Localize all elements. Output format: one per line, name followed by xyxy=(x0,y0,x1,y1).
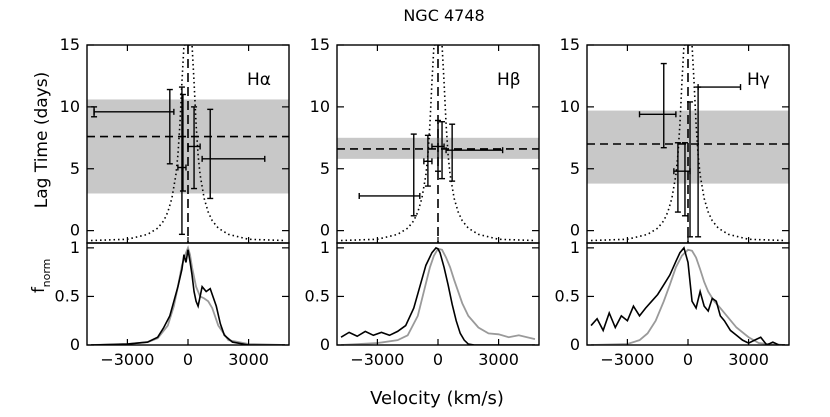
x-tick-label: 0 xyxy=(433,350,443,369)
rms-flux-profile-grey xyxy=(91,245,285,345)
x-tick-label: 3000 xyxy=(228,350,269,369)
line-label: Hβ xyxy=(497,70,521,90)
x-tick-label: 0 xyxy=(683,350,693,369)
flux-y-tick-label: 1 xyxy=(70,238,80,257)
line-label: Hγ xyxy=(747,70,770,90)
x-tick-label: 3000 xyxy=(728,350,769,369)
flux-plot-frame xyxy=(336,242,540,346)
lag-data-point xyxy=(201,108,266,200)
panel-a: 0 5 10 15 Hα 0 0.5 1 −3000 0 3000 xyxy=(55,35,290,369)
lag-plot-area xyxy=(87,45,289,243)
flux-y-tick-label: 0 xyxy=(320,335,330,354)
lag-data-point xyxy=(410,133,417,217)
lag-data-point xyxy=(439,121,446,180)
flux-y-tick-label: 1 xyxy=(320,238,330,257)
y-tick-label: 10 xyxy=(560,97,580,116)
y-tick-label: 10 xyxy=(60,97,80,116)
y-tick-label: 10 xyxy=(310,97,330,116)
flux-plot-area xyxy=(91,245,285,345)
y-tick-label: 0 xyxy=(570,221,580,240)
lag-data-point xyxy=(449,123,456,182)
flux-y-tick-label: 0 xyxy=(70,335,80,354)
flux-y-tick-label: 1 xyxy=(570,238,580,257)
rms-profile-dotted xyxy=(591,45,785,242)
rms-profile-dotted xyxy=(341,45,535,242)
lag-data-point xyxy=(687,101,694,238)
y-axis-label-flux: f norm xyxy=(29,259,53,293)
x-tick-label: −3000 xyxy=(350,350,404,369)
lag-data-point xyxy=(166,88,173,165)
flux-y-tick-label: 0 xyxy=(570,335,580,354)
y-axis-label-flux-main: f xyxy=(29,286,49,293)
y-tick-label: 5 xyxy=(570,159,580,178)
rms-profile-dotted xyxy=(91,45,285,242)
mean-flux-profile-black xyxy=(91,249,285,345)
x-tick-label: −3000 xyxy=(100,350,154,369)
lag-plot-area xyxy=(337,45,539,243)
line-label: Hα xyxy=(247,70,271,90)
y-tick-label: 15 xyxy=(60,35,80,54)
y-tick-label: 15 xyxy=(310,35,330,54)
flux-y-tick-label: 0.5 xyxy=(555,286,580,305)
mean-flux-profile-black xyxy=(340,246,535,345)
x-tick-label: 0 xyxy=(183,350,193,369)
y-tick-label: 0 xyxy=(70,221,80,240)
lag-data-point xyxy=(695,84,742,238)
lag-data-point xyxy=(177,86,187,236)
lag-data-point xyxy=(445,147,504,154)
rms-flux-profile-grey xyxy=(591,248,786,345)
lag-data-point xyxy=(179,93,186,192)
lag-plot-area xyxy=(587,45,789,243)
lag-data-point xyxy=(423,134,433,187)
lag-data-point xyxy=(681,142,688,217)
figure-title: NGC 4748 xyxy=(403,6,484,25)
y-tick-label: 5 xyxy=(70,159,80,178)
flux-y-tick-label: 0.5 xyxy=(55,286,80,305)
panel-c: 0 5 10 15 Hγ 0 0.5 1 −3000 0 3000 xyxy=(555,35,790,369)
panel-b: 0 5 10 15 Hβ 0 0.5 1 −3000 0 3000 xyxy=(305,35,540,369)
flux-y-tick-label: 0.5 xyxy=(305,286,330,305)
y-tick-label: 5 xyxy=(320,159,330,178)
x-tick-label: 3000 xyxy=(478,350,519,369)
flux-plot-frame xyxy=(86,242,290,346)
flux-plot-frame xyxy=(586,242,790,346)
rms-flux-profile-grey xyxy=(340,247,536,345)
flux-plot-area xyxy=(590,246,786,345)
lag-data-point xyxy=(187,106,201,190)
lag-data-point xyxy=(358,192,421,199)
y-axis-label-lag: Lag Time (days) xyxy=(32,72,52,208)
y-axis-label-flux-sub: norm xyxy=(40,259,53,288)
x-axis-label: Velocity (km/s) xyxy=(370,388,504,409)
mean-flux-profile-black xyxy=(590,246,785,345)
x-tick-label: −3000 xyxy=(600,350,654,369)
y-tick-label: 0 xyxy=(320,221,330,240)
flux-plot-area xyxy=(340,246,536,345)
y-tick-label: 15 xyxy=(560,35,580,54)
lag-data-point xyxy=(638,62,677,149)
